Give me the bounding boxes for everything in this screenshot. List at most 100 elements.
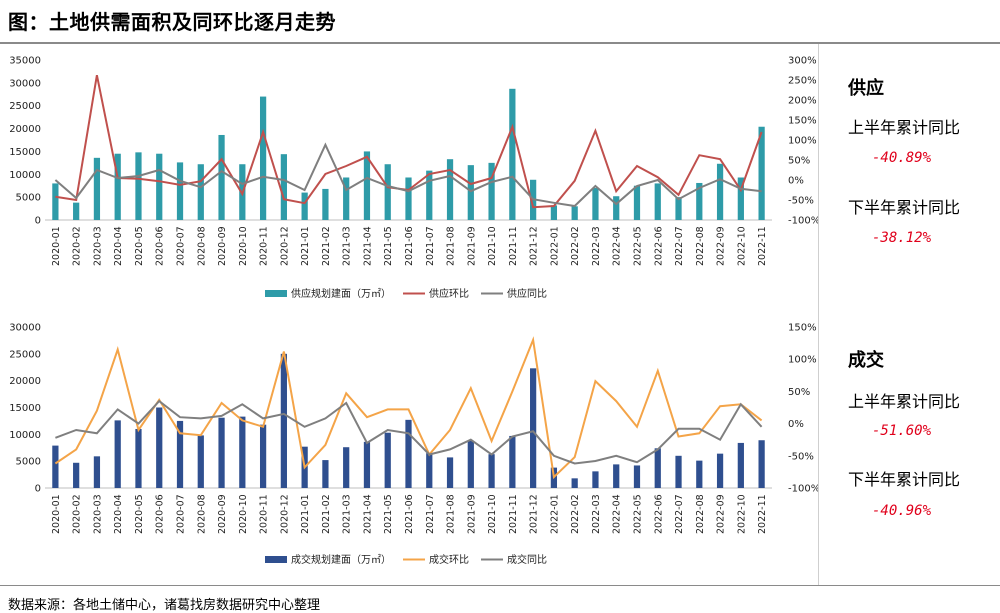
- supply-left-tick-label: 25000: [9, 101, 41, 112]
- supply-bar: [571, 206, 578, 220]
- deal-left-tick-label: 25000: [9, 349, 41, 360]
- supply-bar: [426, 170, 433, 220]
- deal-bar: [426, 453, 433, 488]
- supply-left-tick-label: 15000: [9, 147, 41, 158]
- supply-bar: [280, 154, 287, 220]
- deal-right-tick-label: -100%: [788, 484, 818, 495]
- supply-h2-label: 下半年累计同比: [848, 198, 961, 217]
- supply-legend-swatch-bar: [265, 290, 287, 297]
- supply-x-tick-label: 2022-03: [591, 226, 602, 266]
- deal-yoy-line: [55, 399, 763, 465]
- supply-x-tick-label: 2020-05: [134, 226, 145, 266]
- supply-h2-value: -38.12%: [872, 230, 932, 246]
- deal-x-tick-label: 2022-08: [695, 494, 706, 534]
- supply-bar: [52, 183, 59, 220]
- deal-x-tick-label: 2020-07: [176, 494, 187, 534]
- supply-x-tick-label: 2020-02: [72, 226, 83, 266]
- supply-x-tick-label: 2020-07: [176, 226, 187, 266]
- deal-summary-heading: 成交: [848, 350, 884, 371]
- deal-mom-line: [54, 336, 763, 480]
- deal-bar: [592, 471, 599, 488]
- deal-bar: [675, 455, 682, 488]
- deal-left-tick-label: 20000: [9, 376, 41, 387]
- supply-bar: [73, 202, 80, 220]
- deal-left-tick-label: 5000: [16, 457, 41, 468]
- source-note: 数据来源：各地土储中心，诸葛找房数据研究中心整理: [8, 598, 321, 613]
- supply-legend-label: 供应环比: [429, 287, 469, 300]
- deal-x-tick-label: 2022-11: [757, 494, 768, 534]
- supply-x-tick-label: 2020-03: [92, 226, 103, 266]
- deal-x-tick-label: 2021-01: [300, 494, 311, 534]
- supply-bar: [716, 163, 724, 220]
- supply-x-tick-label: 2020-12: [279, 226, 290, 266]
- supply-x-tick-label: 2020-01: [51, 226, 62, 266]
- deal-x-tick-label: 2021-11: [508, 494, 519, 534]
- supply-yoy-line: [54, 142, 762, 208]
- supply-h1-label: 上半年累计同比: [848, 118, 961, 137]
- supply-x-tick-label: 2020-09: [217, 226, 228, 266]
- deal-x-tick-label: 2020-08: [196, 494, 207, 534]
- deal-left-tick-label: 30000: [9, 323, 41, 334]
- supply-bar: [613, 196, 620, 220]
- deal-x-tick-label: 2020-11: [259, 494, 270, 534]
- deal-bar: [114, 420, 121, 488]
- supply-bar: [343, 177, 350, 220]
- supply-x-tick-label: 2021-08: [446, 226, 457, 266]
- supply-bar: [488, 162, 495, 220]
- deal-h1-label: 上半年累计同比: [848, 392, 961, 411]
- supply-x-tick-label: 2021-03: [342, 226, 353, 266]
- deal-bar: [696, 460, 703, 488]
- supply-right-tick-label: -100%: [788, 216, 818, 227]
- supply-left-tick-label: 20000: [9, 124, 41, 135]
- supply-right-tick-label: 300%: [788, 56, 817, 67]
- deal-h1-value: -51.60%: [872, 423, 932, 439]
- deal-x-tick-label: 2021-03: [342, 494, 353, 534]
- deal-bar: [654, 448, 661, 488]
- supply-x-tick-label: 2022-02: [570, 226, 581, 266]
- deal-bar: [384, 432, 391, 488]
- deal-x-tick-label: 2020-06: [155, 494, 166, 534]
- deal-bar: [343, 447, 350, 488]
- deal-right-tick-label: 50%: [788, 387, 810, 398]
- deal-x-tick-label: 2021-02: [321, 494, 332, 534]
- supply-summary-panel: 供应 上半年累计同比 -40.89% 下半年累计同比 -38.12%: [820, 70, 1000, 270]
- supply-mom-line: [55, 75, 763, 209]
- deal-bar: [363, 441, 371, 488]
- supply-x-tick-label: 2022-08: [695, 226, 706, 266]
- deal-bar: [259, 424, 267, 488]
- supply-bar: [135, 152, 142, 220]
- supply-bar: [176, 162, 184, 220]
- supply-x-tick-label: 2022-11: [757, 226, 768, 266]
- deal-bar: [488, 454, 495, 488]
- deal-bar: [633, 465, 641, 488]
- deal-legend-swatch-bar: [265, 556, 287, 563]
- supply-x-tick-label: 2021-04: [362, 226, 373, 266]
- deal-x-tick-label: 2022-01: [549, 494, 560, 534]
- supply-x-tick-label: 2022-09: [716, 226, 727, 266]
- bottom-divider: [0, 585, 1000, 586]
- deal-x-tick-label: 2020-09: [217, 494, 228, 534]
- supply-x-tick-label: 2022-07: [674, 226, 685, 266]
- supply-x-tick-label: 2021-12: [529, 226, 540, 266]
- supply-left-tick-label: 30000: [9, 78, 41, 89]
- supply-summary-heading: 供应: [848, 78, 884, 99]
- supply-bar: [114, 153, 121, 220]
- side-panel-divider: [818, 44, 819, 585]
- supply-bar: [301, 192, 308, 220]
- deal-bar: [716, 453, 724, 488]
- deal-legend-label: 成交规划建面（万㎡）: [291, 553, 391, 566]
- supply-left-tick-label: 35000: [9, 56, 41, 67]
- supply-x-tick-label: 2022-04: [612, 226, 623, 266]
- deal-x-tick-label: 2020-05: [134, 494, 145, 534]
- deal-bar: [737, 442, 744, 488]
- supply-bar: [446, 159, 454, 220]
- deal-x-tick-label: 2022-09: [716, 494, 727, 534]
- supply-right-tick-label: 250%: [788, 76, 817, 87]
- supply-bar: [550, 205, 558, 220]
- deal-bar: [176, 420, 184, 488]
- supply-bar: [322, 188, 329, 220]
- supply-bar: [758, 126, 765, 220]
- deal-bar: [239, 416, 246, 488]
- supply-x-tick-label: 2022-10: [736, 226, 747, 266]
- supply-right-tick-label: 200%: [788, 96, 817, 107]
